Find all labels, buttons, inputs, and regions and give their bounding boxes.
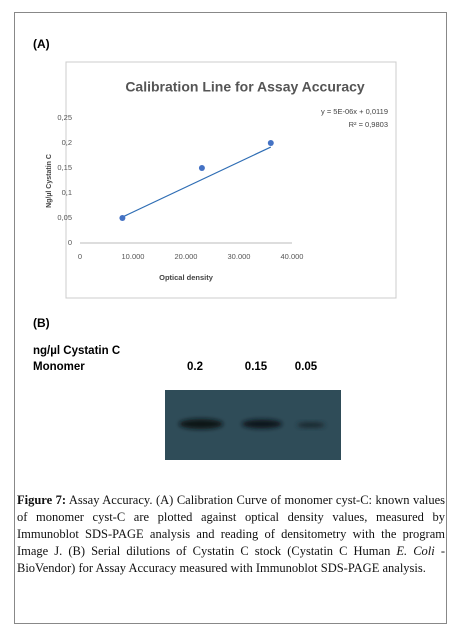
x-tick-label: 0 <box>78 252 82 261</box>
blot-unit-label: ng/µl Cystatin C <box>33 345 121 357</box>
caption-label: Figure 7: <box>17 493 67 507</box>
lane-label: 0.2 <box>187 361 203 373</box>
x-tick-label: 40.000 <box>281 252 304 261</box>
data-point <box>267 140 274 146</box>
caption-text: Assay Accuracy. (A) Calibration Curve of… <box>17 493 445 558</box>
lane-label: 0.05 <box>294 361 318 373</box>
y-tick-label: 0,1 <box>62 188 72 197</box>
blot-image <box>165 390 341 460</box>
y-tick-label: 0,25 <box>57 113 72 122</box>
trendline-r2: R² = 0,9803 <box>349 120 388 129</box>
x-axis-label: Optical density <box>159 273 214 282</box>
caption-text: - BioVendor) for Assay Accuracy measured… <box>17 544 445 575</box>
trendline-equation: y = 5E-06x + 0,0119 <box>321 107 388 116</box>
panel-label: (B) <box>33 316 50 330</box>
caption: Figure 7: Assay Accuracy. (A) Calibratio… <box>17 492 445 577</box>
blot-row-label: Monomer <box>33 361 85 373</box>
chart-area <box>65 61 397 299</box>
data-point <box>198 165 205 171</box>
y-tick-label: 0,05 <box>57 213 72 222</box>
panel-label: (A) <box>33 37 50 51</box>
caption-italic: E. Coli <box>396 544 435 558</box>
x-tick-label: 10.000 <box>122 252 145 261</box>
trendline <box>122 146 272 218</box>
band <box>179 419 223 429</box>
data-point <box>119 215 126 221</box>
y-axis-label: Ng/µl Cystatin C <box>46 154 53 208</box>
chart: Calibration Line for Assay Accuracy Opti… <box>46 61 397 299</box>
lane-label: 0.15 <box>244 361 268 373</box>
x-tick-label: 20.000 <box>175 252 198 261</box>
y-tick-label: 0,15 <box>57 163 72 172</box>
y-tick-label: 0,2 <box>62 138 72 147</box>
band <box>297 422 325 428</box>
x-tick-label: 30.000 <box>228 252 251 261</box>
y-tick-label: 0 <box>68 238 72 247</box>
chart-title: Calibration Line for Assay Accuracy <box>125 79 365 95</box>
figure-frame <box>14 12 447 624</box>
band <box>242 419 282 429</box>
